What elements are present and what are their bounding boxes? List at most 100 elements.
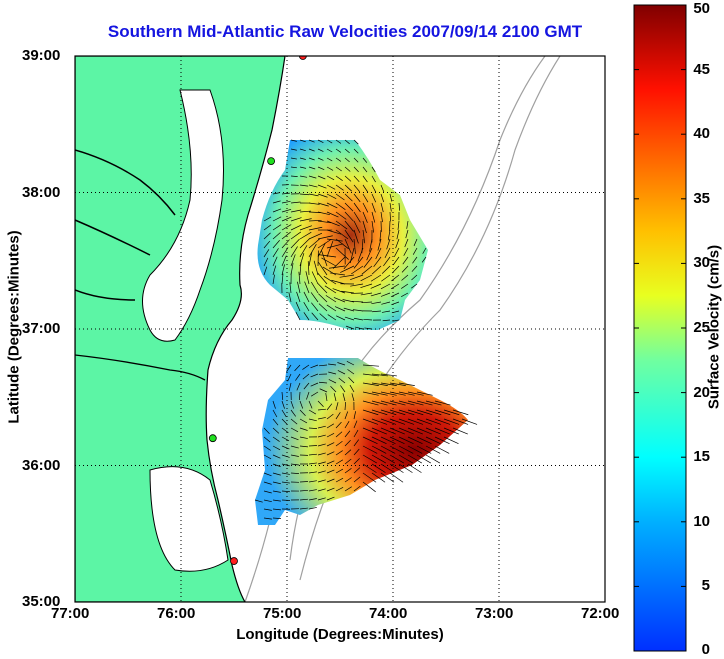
velocity-vector <box>311 271 319 285</box>
velocity-vector <box>335 468 344 474</box>
velocity-vector <box>398 454 414 464</box>
velocity-vector <box>366 247 373 261</box>
velocity-vector <box>434 436 450 445</box>
velocity-vector <box>332 256 346 269</box>
velocity-vector <box>398 409 415 416</box>
velocity-vector <box>272 256 278 267</box>
velocity-vector <box>389 409 406 416</box>
velocity-vector <box>362 427 378 435</box>
velocity-vector <box>371 175 376 183</box>
velocity-vector <box>299 218 312 222</box>
velocity-vector <box>326 175 335 181</box>
velocity-vector <box>335 421 342 429</box>
velocity-vector <box>299 139 306 143</box>
velocity-vector <box>326 220 340 227</box>
velocity-vector <box>380 400 397 406</box>
velocity-vector <box>326 487 335 492</box>
velocity-vector <box>377 238 382 251</box>
velocity-vector <box>290 445 299 449</box>
velocity-vector <box>290 217 302 222</box>
velocity-vector <box>344 220 354 232</box>
velocity-vector <box>407 418 424 425</box>
velocity-patch-south <box>255 358 468 525</box>
velocity-vector <box>290 463 299 466</box>
velocity-vector <box>263 249 270 258</box>
velocity-vector <box>384 247 391 259</box>
velocity-vector <box>290 175 298 177</box>
velocity-vector <box>342 393 346 402</box>
velocity-vector <box>362 418 379 425</box>
velocity-vector <box>371 454 387 464</box>
velocity-vector <box>425 409 442 416</box>
y-tick-label: 37:00 <box>22 320 61 337</box>
velocity-vector <box>326 193 337 199</box>
colorbar <box>633 4 687 652</box>
velocity-vector <box>299 507 308 510</box>
colorbar-tick-label: 50 <box>693 0 710 17</box>
velocity-vector <box>272 265 277 276</box>
velocity-vector <box>443 418 460 425</box>
velocity-vector <box>382 319 391 322</box>
velocity-vector <box>402 256 409 265</box>
velocity-vector <box>308 244 317 258</box>
velocity-vector <box>370 283 382 289</box>
velocity-vector <box>351 300 364 303</box>
velocity-vector <box>398 400 415 406</box>
velocity-vector <box>305 271 310 285</box>
velocity-vector <box>330 385 337 393</box>
velocity-vector <box>380 454 396 464</box>
velocity-vector <box>290 454 299 457</box>
velocity-vector <box>308 148 315 152</box>
velocity-vector <box>380 409 397 416</box>
colorbar-tick-label: 5 <box>701 577 710 595</box>
velocity-vector <box>317 425 326 429</box>
velocity-vector <box>353 148 359 154</box>
velocity-vector <box>281 481 290 484</box>
velocity-vector <box>263 481 272 485</box>
velocity-vector <box>307 261 310 276</box>
velocity-vector <box>272 436 280 442</box>
velocity-vector <box>389 454 405 464</box>
velocity-vector <box>362 373 379 377</box>
velocity-vector <box>380 418 397 425</box>
velocity-vector <box>416 400 433 406</box>
velocity-vector <box>398 436 414 445</box>
velocity-vector <box>362 409 379 416</box>
velocity-vector <box>411 283 418 289</box>
velocity-vector <box>380 427 396 435</box>
velocity-vector <box>325 295 337 303</box>
velocity-vector <box>308 226 323 231</box>
velocity-vector <box>272 481 281 485</box>
river <box>75 149 176 216</box>
velocity-vector <box>326 442 335 447</box>
velocity-vector <box>361 265 373 275</box>
velocity-vector <box>263 454 272 460</box>
velocity-vector <box>362 202 369 213</box>
velocity-vector <box>333 393 337 402</box>
velocity-vector <box>362 184 369 193</box>
velocity-vector <box>335 166 342 172</box>
velocity-vector <box>299 489 309 492</box>
velocity-vector <box>317 470 326 474</box>
velocity-vector <box>371 445 387 454</box>
velocity-vector <box>362 229 366 244</box>
velocity-vector <box>336 315 346 321</box>
velocity-vector <box>317 400 324 408</box>
velocity-vector <box>317 148 324 152</box>
velocity-vector <box>295 373 301 381</box>
velocity-vector <box>281 490 290 493</box>
velocity-vector <box>319 364 328 367</box>
velocity-vector <box>299 193 310 196</box>
velocity-vector <box>380 202 384 213</box>
velocity-vector <box>383 256 391 267</box>
velocity-vector <box>381 274 391 282</box>
velocity-vector <box>308 489 317 492</box>
velocity-vector <box>319 381 328 384</box>
velocity-vector <box>317 139 324 143</box>
velocity-vector <box>317 166 325 171</box>
velocity-vector <box>352 309 364 312</box>
velocity-vector <box>389 445 405 454</box>
velocity-vector <box>335 184 344 191</box>
velocity-vector <box>281 463 290 467</box>
velocity-vector <box>289 282 292 294</box>
